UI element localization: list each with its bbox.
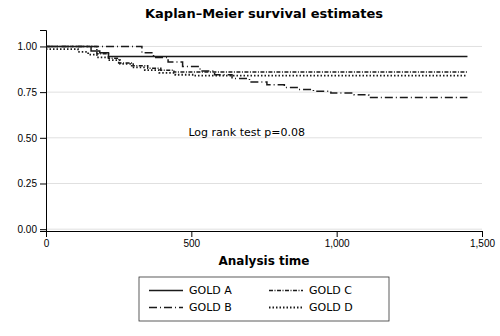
x-axis: 0 500 1,000 1,500 — [44, 231, 496, 249]
title: Kaplan–Meier survival estimates — [145, 6, 383, 21]
legend-label: GOLD D — [309, 301, 353, 314]
grid-line — [46, 229, 482, 230]
annotation: Log rank test p=0.08 — [188, 126, 305, 139]
x-axis-tick-mark — [482, 231, 483, 237]
y-axis-tick-mark — [40, 183, 46, 184]
legend-item: GOLD C — [269, 284, 352, 297]
legend-item: GOLD D — [269, 301, 353, 314]
step-line — [46, 46, 467, 97]
legend-label: GOLD C — [309, 284, 352, 297]
step-line — [46, 46, 467, 72]
x-axis-line — [47, 232, 483, 238]
grid-line — [46, 92, 482, 93]
y-axis-tick-mark — [40, 46, 46, 47]
legend-swatch — [149, 290, 183, 292]
x-axis-tick: 1,000 — [325, 231, 350, 249]
x-axis-tick-mark — [191, 231, 192, 237]
y-axis-tick-mark — [40, 138, 46, 139]
x-axis-tick: 1,500 — [470, 231, 495, 249]
x-axis-tick-label: 0 — [44, 238, 50, 249]
step-line — [46, 49, 467, 75]
y-axis-tick: 0.50 — [18, 133, 46, 144]
x-axis-tick-label: 1,500 — [470, 238, 495, 249]
legend-swatch — [269, 307, 303, 309]
y-axis-tick: 0.25 — [18, 178, 46, 189]
y-axis-tick-mark — [40, 229, 46, 230]
series-group — [46, 46, 467, 97]
legend-item: GOLD A — [149, 284, 232, 297]
x-axis-tick-label: 500 — [183, 238, 200, 249]
legend-label: GOLD B — [189, 301, 232, 314]
y-axis-tick-label: 0.25 — [18, 178, 38, 189]
legend-item: GOLD B — [149, 301, 232, 314]
x-axis-tick-label: 1,000 — [325, 238, 350, 249]
x-axis-tick-mark — [337, 231, 338, 237]
y-axis-tick-mark — [40, 92, 46, 93]
legend-swatch — [269, 290, 303, 292]
step-line — [46, 46, 467, 56]
legend-label: GOLD A — [189, 284, 232, 297]
legend: GOLD A GOLD B GOLD C GOLD D — [139, 277, 389, 321]
grid-line — [46, 183, 482, 184]
x-axis-title: Analysis time — [219, 254, 310, 268]
y-axis-tick-label: 1.00 — [18, 41, 38, 52]
legend-frame — [139, 277, 389, 321]
y-axis-tick: 0.00 — [18, 224, 46, 235]
y-axis-line — [40, 31, 47, 232]
y-axis: 0.00 0.25 0.50 0.75 1.00 — [18, 31, 47, 235]
y-axis-tick-label: 0.00 — [18, 224, 38, 235]
legend-swatch — [149, 307, 183, 309]
x-axis-tick: 0 — [44, 231, 50, 249]
y-axis-tick: 0.75 — [18, 87, 46, 98]
y-axis-tick: 1.00 — [18, 41, 46, 52]
y-axis-tick-label: 0.50 — [18, 133, 38, 144]
plot: 0 500 1,000 1,500 0.00 0.25 0.50 0.75 1.00 — [18, 31, 496, 250]
y-axis-tick-label: 0.75 — [18, 87, 38, 98]
x-axis-tick: 500 — [183, 231, 200, 249]
grid — [46, 46, 482, 229]
chart: 0 500 1,000 1,500 0.00 0.25 0.50 0.75 1.00 Kaplan… — [0, 0, 500, 336]
